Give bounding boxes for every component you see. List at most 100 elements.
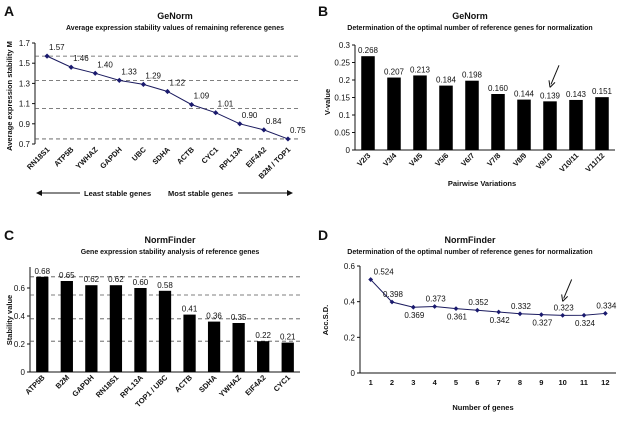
panel-b-category-label: V2/3 bbox=[355, 151, 372, 168]
panel-d-optimal-arrow-line bbox=[563, 279, 573, 299]
panel-a-title: GeNorm bbox=[157, 11, 193, 21]
panel-d-data-label: 0.323 bbox=[554, 303, 575, 312]
panel-b: B GeNorm Determination of the optimal nu… bbox=[318, 3, 615, 188]
panel-d-xlabel: Number of genes bbox=[452, 403, 513, 412]
panel-b-bar bbox=[569, 99, 583, 150]
panel-d-ytick-label: 0.4 bbox=[344, 298, 356, 307]
panel-c-bar-label: 0.36 bbox=[206, 312, 222, 321]
panel-b-ytick-label: 0.05 bbox=[334, 129, 350, 138]
panel-c-bar bbox=[207, 321, 221, 372]
panel-a-ytick-label: 1.5 bbox=[19, 59, 31, 68]
panel-c-bar-label: 0.58 bbox=[157, 281, 173, 290]
panel-a: A GeNorm Average expression stability va… bbox=[4, 3, 306, 198]
panel-c-title: NormFinder bbox=[144, 235, 196, 245]
panel-a-letter: A bbox=[4, 3, 14, 19]
panel-a-data-point bbox=[140, 81, 147, 88]
panel-a-data-point bbox=[116, 77, 122, 83]
panel-a-data-point bbox=[285, 136, 291, 142]
panel-a-ytick-label: 0.9 bbox=[19, 120, 31, 129]
panel-c-bar bbox=[232, 323, 245, 372]
panel-c-category-label: CYC1 bbox=[272, 373, 293, 394]
panel-c-bar bbox=[85, 285, 98, 372]
panel-a-series-line bbox=[46, 55, 289, 140]
panel-a-data-point bbox=[68, 64, 74, 70]
panel-a-data-point bbox=[213, 110, 219, 116]
panel-a-data-label: 0.90 bbox=[242, 111, 258, 120]
panel-d-data-point bbox=[581, 312, 587, 318]
panel-b-bar-label: 0.144 bbox=[514, 90, 535, 99]
least-stable-arrowhead bbox=[36, 190, 42, 196]
panel-d-xtick-label: 10 bbox=[558, 378, 566, 387]
panel-b-ytick-label: 0.3 bbox=[339, 41, 351, 50]
panel-d: D NormFinder Determination of the optima… bbox=[318, 227, 617, 412]
panel-d-xtick-label: 9 bbox=[539, 378, 543, 387]
panel-d-data-label: 0.361 bbox=[447, 313, 468, 322]
panel-d-xtick-label: 2 bbox=[390, 378, 394, 387]
panel-d-letter: D bbox=[318, 227, 328, 243]
panel-b-category-label: V9/10 bbox=[534, 151, 554, 171]
panel-d-data-point bbox=[368, 277, 374, 282]
panel-b-bar bbox=[387, 77, 401, 150]
panel-d-data-point bbox=[560, 312, 566, 318]
panel-d-data-point bbox=[474, 307, 480, 313]
panel-c-bar bbox=[257, 341, 270, 372]
panel-c-bar-label: 0.60 bbox=[133, 278, 149, 287]
panel-b-optimal-arrowhead bbox=[548, 80, 556, 88]
panel-c-ytick-label: 0.2 bbox=[14, 340, 26, 349]
panel-c-ylabel: Stability value bbox=[5, 295, 14, 345]
panel-b-bar bbox=[517, 99, 531, 150]
panel-b-category-label: V8/9 bbox=[511, 151, 528, 168]
panel-d-xtick-label: 11 bbox=[580, 378, 588, 387]
panel-d-data-label: 0.398 bbox=[383, 290, 404, 299]
panel-a-data-point bbox=[92, 70, 98, 76]
panel-b-bar bbox=[595, 97, 609, 150]
panel-d-series-line bbox=[370, 279, 606, 316]
panel-d-data-label: 0.342 bbox=[490, 316, 511, 325]
panel-b-bar-label: 0.160 bbox=[488, 84, 509, 93]
panel-c-category-label: ACTB bbox=[173, 373, 195, 395]
panel-d-data-label: 0.524 bbox=[374, 268, 395, 277]
panel-d-data-label: 0.324 bbox=[575, 319, 596, 328]
panel-b-xlabel: Pairwise Variations bbox=[448, 179, 516, 188]
panel-c-category-label: B2M bbox=[54, 373, 72, 391]
panel-d-ytick-label: 0.2 bbox=[344, 333, 356, 342]
panel-a-data-label: 1.57 bbox=[49, 43, 65, 52]
panel-c-letter: C bbox=[4, 227, 14, 243]
panel-b-ytick-label: 0.25 bbox=[334, 59, 350, 68]
panel-d-data-label: 0.334 bbox=[596, 301, 617, 310]
panel-c-bar-label: 0.35 bbox=[231, 313, 247, 322]
panel-d-data-point bbox=[389, 299, 395, 305]
panel-c-ytick-label: 0 bbox=[21, 368, 26, 377]
panel-b-bar bbox=[413, 75, 427, 150]
panel-b-ytick-label: 0.2 bbox=[339, 76, 351, 85]
panel-c-ytick-label: 0.6 bbox=[14, 284, 26, 293]
panel-a-ytick-label: 1.1 bbox=[19, 100, 31, 109]
panel-b-category-label: V5/6 bbox=[433, 151, 450, 168]
panel-b-bar bbox=[439, 85, 453, 150]
panel-d-data-label: 0.327 bbox=[532, 319, 553, 328]
panel-a-data-label: 1.01 bbox=[218, 100, 234, 109]
panel-a-category-label: RPL13A bbox=[217, 145, 244, 172]
panel-a-ytick-label: 0.7 bbox=[19, 140, 31, 149]
panel-d-data-point bbox=[602, 311, 608, 316]
panel-c-plot: 0 0.2 0.4 0.6 0.68 ATP5B 0.65 B2M 0.62 GAPDH 0.62 R… bbox=[14, 267, 300, 409]
panel-c-category-label: RN18S1 bbox=[94, 373, 120, 399]
panel-c-bar-label: 0.68 bbox=[34, 267, 50, 276]
panel-d-xtick-label: 7 bbox=[497, 378, 501, 387]
panel-a-category-label: CYC1 bbox=[200, 145, 221, 166]
panel-c-bar bbox=[60, 281, 73, 372]
panel-d-title: NormFinder bbox=[444, 235, 496, 245]
panel-c: C NormFinder Gene expression stability a… bbox=[4, 227, 300, 409]
panel-d-subtitle: Determination of the optimal number of r… bbox=[347, 249, 592, 256]
panel-a-data-label: 1.09 bbox=[194, 92, 210, 101]
panel-d-optimal-arrowhead bbox=[561, 294, 569, 302]
panel-a-stability-note: Least stable genes Most stable genes bbox=[36, 189, 293, 198]
panel-b-ytick-label: 0.15 bbox=[334, 94, 350, 103]
panel-d-xtick-label: 1 bbox=[369, 378, 373, 387]
panel-b-category-label: V4/5 bbox=[407, 151, 424, 168]
panel-d-data-point bbox=[453, 306, 459, 312]
panel-a-data-label: 1.22 bbox=[170, 78, 186, 87]
panel-b-bar-label: 0.139 bbox=[540, 91, 561, 100]
panel-a-data-point bbox=[261, 127, 267, 133]
